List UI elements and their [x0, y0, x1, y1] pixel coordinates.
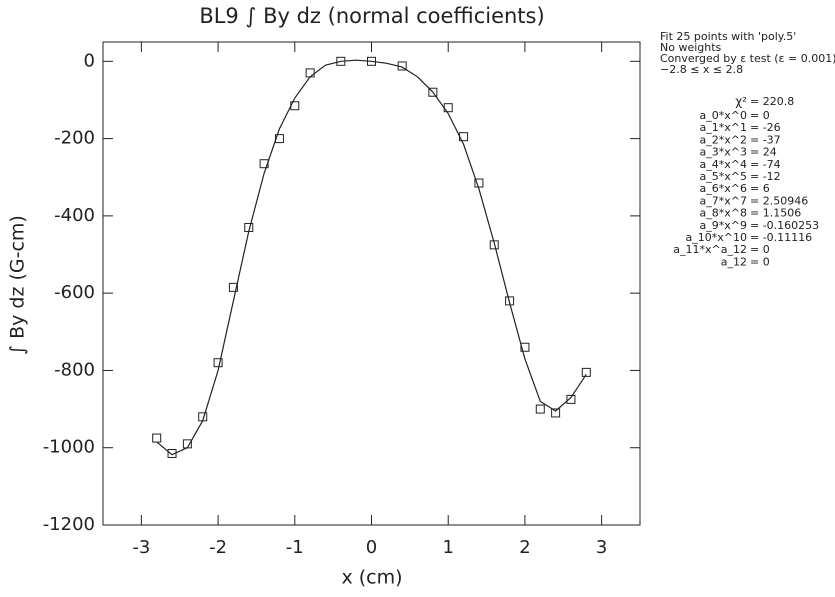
- fit-line: [156, 59, 587, 456]
- parameter-name: a_12: [721, 255, 747, 268]
- y-tick-label: -1200: [43, 514, 95, 535]
- parameter-name: a_2*x^2: [700, 133, 747, 146]
- y-tick-label: -200: [54, 128, 95, 149]
- x-axis-label: x (cm): [341, 567, 402, 589]
- fit-info: −2.8 ≤ x ≤ 2.8: [660, 63, 743, 76]
- x-tick-label: 3: [596, 537, 607, 558]
- data-point: [213, 358, 223, 368]
- data-point: [566, 394, 576, 404]
- y-tick-label: -600: [54, 282, 95, 303]
- parameter-value: = -12: [750, 170, 781, 183]
- parameter-name: a_0*x^0: [700, 109, 747, 122]
- parameter-value: = 2.50946: [750, 194, 808, 207]
- parameter-value: = -0.11116: [750, 231, 812, 244]
- chi2-label: χ²: [735, 95, 747, 109]
- parameter-value: = 6: [750, 182, 770, 195]
- data-point: [581, 367, 591, 377]
- parameter-value: = -37: [750, 133, 781, 146]
- parameter-value: = 0: [750, 255, 770, 268]
- fit-info: No weights: [660, 41, 722, 54]
- chi2-value: = 220.8: [750, 95, 794, 108]
- parameter-value: = 0: [750, 109, 770, 122]
- y-tick-label: 0: [84, 50, 95, 71]
- y-axis-label: ∫ By dz (G-cm): [7, 215, 29, 355]
- parameter-value: = -74: [750, 158, 781, 171]
- parameter-name: a_1*x^1: [700, 121, 747, 134]
- parameter-value: = 0: [750, 243, 770, 256]
- y-tick-label: -1000: [43, 437, 95, 458]
- data-point: [520, 342, 530, 352]
- data-point: [428, 87, 438, 97]
- parameter-name: a_8*x^8: [700, 207, 747, 220]
- x-tick-label: 0: [366, 537, 377, 558]
- chart-title: BL9 ∫ By dz (normal coefficients): [199, 4, 544, 28]
- x-tick-label: -3: [132, 537, 150, 558]
- parameter-name: a_5*x^5: [700, 170, 747, 183]
- parameter-name: a_9*x^9: [700, 219, 747, 232]
- x-tick-label: 2: [519, 537, 530, 558]
- parameter-value: = 1.1506: [750, 207, 801, 220]
- data-point: [535, 404, 545, 414]
- fit-info: Fit 25 points with 'poly.5': [660, 30, 796, 43]
- parameter-name: a_4*x^4: [700, 158, 747, 171]
- x-tick-label: 1: [442, 537, 453, 558]
- parameter-name: a_3*x^3: [700, 146, 747, 159]
- parameter-name: a_10*x^10: [686, 231, 747, 244]
- fit-info: Converged by ε test (ε = 0.001): [660, 52, 835, 65]
- x-tick-label: -2: [209, 537, 227, 558]
- parameter-value: = -0.160253: [750, 219, 819, 232]
- parameter-value: = -26: [750, 121, 781, 134]
- parameter-value: = 24: [750, 146, 777, 159]
- parameter-name: a_7*x^7: [700, 194, 747, 207]
- parameter-name: a_6*x^6: [700, 182, 747, 195]
- y-tick-label: -400: [54, 205, 95, 226]
- y-tick-label: -800: [54, 359, 95, 380]
- parameter-name: a_11*x^a_12: [673, 243, 747, 256]
- data-point: [259, 159, 269, 169]
- x-tick-label: -1: [286, 537, 304, 558]
- data-point: [228, 282, 238, 292]
- data-point: [551, 408, 561, 418]
